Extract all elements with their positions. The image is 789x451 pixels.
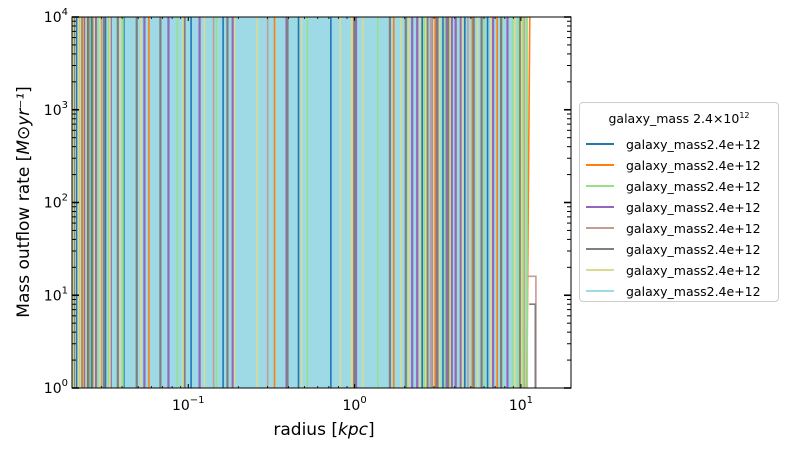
- legend-entry-6: galaxy_mass2.4e+12: [586, 239, 761, 259]
- legend-swatch-8: [586, 290, 614, 292]
- legend-swatch-7: [586, 269, 614, 271]
- legend-swatch-5: [586, 227, 614, 229]
- legend-label-6: galaxy_mass2.4e+12: [626, 241, 761, 257]
- x-tick-label-3: 101: [509, 395, 533, 414]
- y-tick-label-4: 103: [44, 100, 68, 119]
- tick-layer: 10−1 100 101 100 101 102 103 104: [44, 7, 572, 414]
- legend-swatch-1: [586, 143, 614, 145]
- legend-label-5: galaxy_mass2.4e+12: [626, 220, 761, 236]
- legend-entry-1: galaxy_mass2.4e+12: [586, 134, 761, 154]
- legend-label-4: galaxy_mass2.4e+12: [626, 199, 761, 215]
- legend-label-8: galaxy_mass2.4e+12: [626, 283, 761, 299]
- x-axis-label: radius [kpc]: [273, 420, 374, 440]
- legend-title: galaxy_mass 2.4×1012: [608, 111, 750, 126]
- y-tick-label-3: 102: [44, 193, 68, 212]
- legend-entry-4: galaxy_mass2.4e+12: [586, 197, 761, 217]
- series-6-tail: [529, 303, 537, 388]
- legend-swatch-6: [586, 248, 614, 250]
- legend-entry-5: galaxy_mass2.4e+12: [586, 218, 761, 238]
- legend-swatch-3: [586, 185, 614, 187]
- x-tick-label-1: 10−1: [172, 395, 205, 414]
- legend-label-1: galaxy_mass2.4e+12: [626, 136, 761, 152]
- legend-label-2: galaxy_mass2.4e+12: [626, 157, 761, 173]
- legend-label-7: galaxy_mass2.4e+12: [626, 262, 761, 278]
- legend-entry-8: galaxy_mass2.4e+12: [586, 281, 761, 301]
- legend-entry-7: galaxy_mass2.4e+12: [586, 260, 761, 280]
- legend-entry-2: galaxy_mass2.4e+12: [586, 155, 761, 175]
- legend-entry-3: galaxy_mass2.4e+12: [586, 176, 761, 196]
- y-tick-label-2: 101: [44, 285, 68, 304]
- y-tick-label-1: 100: [44, 378, 68, 397]
- legend-label-3: galaxy_mass2.4e+12: [626, 178, 761, 194]
- legend-swatch-2: [586, 164, 614, 166]
- x-tick-label-2: 100: [342, 395, 366, 414]
- y-tick-label-5: 104: [44, 7, 68, 26]
- series-layer: [72, 17, 537, 388]
- y-axis-label: Mass outflow rate [M⊙yr⁻¹]: [14, 86, 34, 317]
- legend-swatch-4: [586, 206, 614, 208]
